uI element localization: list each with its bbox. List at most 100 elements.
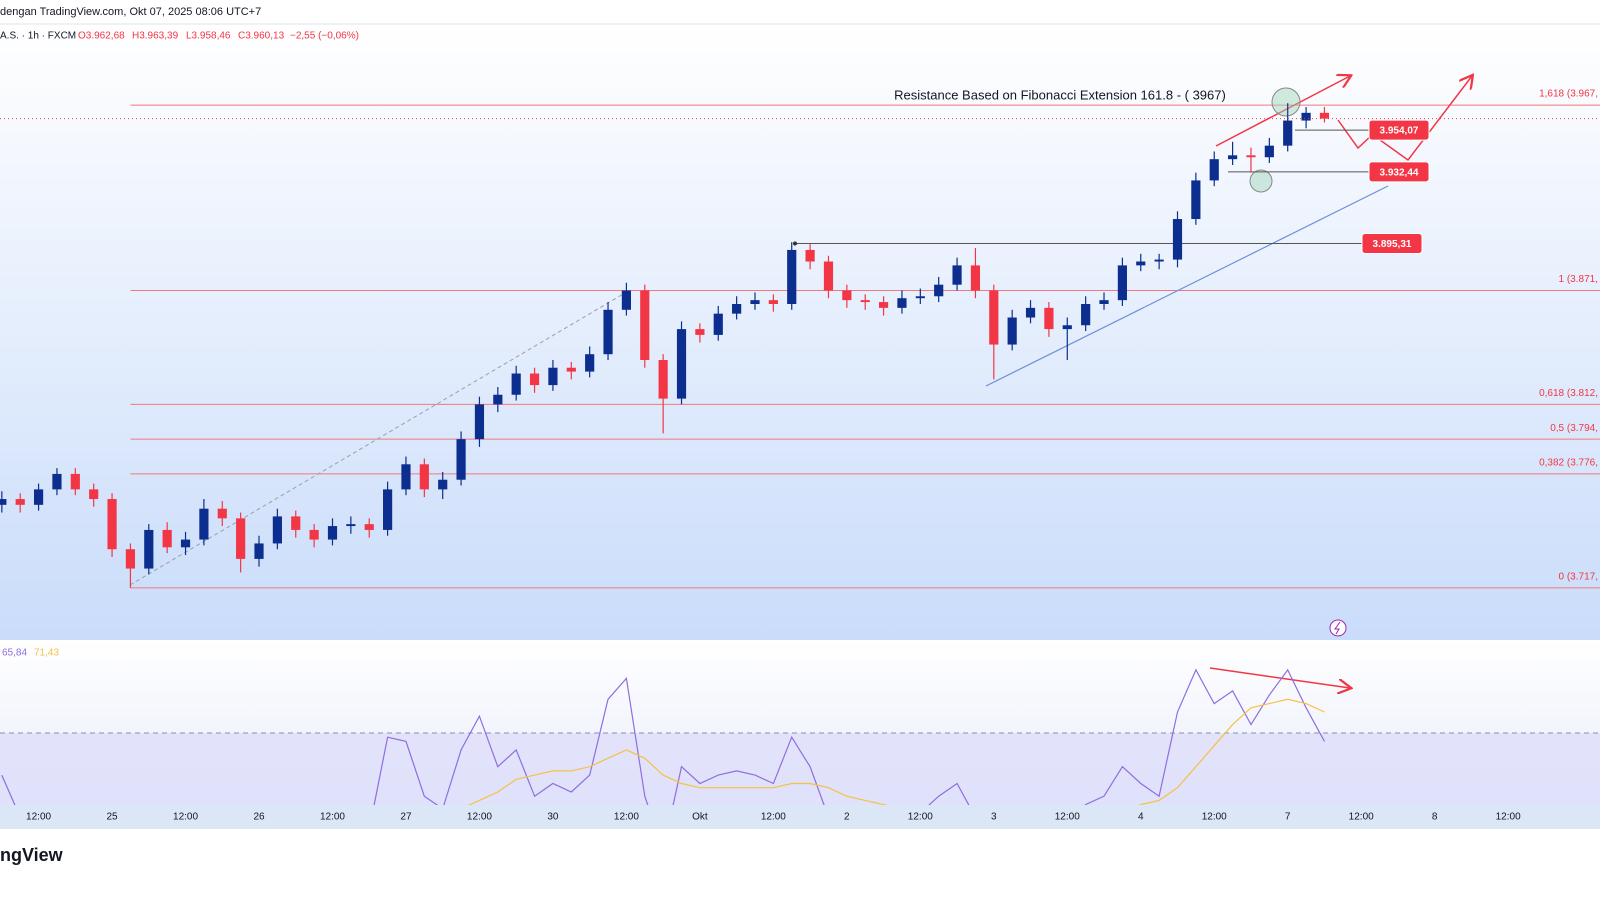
candle-body — [787, 249, 797, 304]
x-tick-label: 12:00 — [1055, 812, 1080, 823]
candle-body — [89, 489, 99, 500]
candle-body — [640, 290, 650, 360]
candle-body — [860, 300, 870, 303]
candle-body — [1062, 325, 1072, 330]
candle-body — [1044, 307, 1054, 330]
arrow — [1379, 76, 1472, 162]
candle-body — [1246, 155, 1256, 158]
candle-body — [823, 261, 834, 291]
x-tick-label: 12:00 — [761, 812, 786, 823]
main-pane — [0, 24, 1600, 640]
candle-body — [1081, 304, 1091, 326]
price-label: 3.954,07 — [1380, 126, 1419, 137]
arrow — [1337, 119, 1373, 150]
candle-body — [511, 373, 521, 395]
x-tick-label: 4 — [1138, 812, 1144, 823]
candle-body — [1172, 219, 1183, 260]
price-label-box — [1368, 161, 1430, 183]
annotation: Resistance Based on Fibonacci Extension … — [894, 87, 1226, 102]
candle-body — [419, 464, 429, 490]
x-tick-label: 12:00 — [1202, 812, 1227, 823]
price-label-box — [1361, 233, 1423, 255]
x-tick-label: 3 — [991, 812, 997, 823]
candle-body — [107, 499, 117, 550]
trend-dashed — [129, 289, 631, 586]
candle-body — [603, 309, 613, 355]
arrow — [1215, 76, 1350, 147]
fib-label: 0,618 (3.812, — [1539, 388, 1598, 399]
candle-body — [1136, 261, 1146, 266]
candle-body — [438, 479, 448, 490]
candle-body — [15, 499, 25, 505]
candle-body — [768, 300, 778, 304]
x-tick-label: 25 — [106, 812, 118, 823]
candle-body — [750, 300, 760, 304]
x-tick-label: 27 — [400, 812, 412, 823]
candle-body — [144, 529, 154, 569]
candle-body — [383, 489, 393, 530]
drawings — [129, 76, 1472, 688]
x-tick-label: 30 — [547, 812, 559, 823]
candle-body — [1264, 145, 1274, 158]
candle-body — [1228, 155, 1238, 160]
candle-body — [1319, 112, 1330, 119]
ohlc-change: −2,55 (−0,06%) — [290, 31, 359, 42]
candle-body — [878, 302, 889, 308]
candle-body — [493, 394, 503, 405]
rsi-lines — [1, 668, 1326, 805]
x-tick-label: 2 — [844, 812, 850, 823]
time-axis — [0, 805, 1600, 829]
candle-body — [180, 539, 191, 548]
candle-body — [585, 354, 595, 372]
candle-body — [1154, 259, 1164, 262]
candle-body — [934, 284, 944, 297]
candle-body — [125, 549, 136, 569]
candle-body — [805, 249, 815, 262]
candle-body — [1209, 159, 1219, 181]
candle-body — [1117, 265, 1127, 301]
candle-body — [970, 265, 981, 291]
candle-body — [456, 439, 466, 480]
x-tick-label: 7 — [1285, 812, 1291, 823]
fib-label: 1 (3.871, — [1559, 274, 1598, 285]
candle-body — [952, 265, 962, 285]
x-tick-label: 12:00 — [26, 812, 51, 823]
candle-body — [291, 516, 301, 530]
fib-label: 1,618 (3.967, — [1539, 89, 1598, 100]
candle-body — [897, 298, 907, 308]
candle-body — [915, 296, 925, 299]
candle-body — [236, 518, 246, 559]
rsi-ma-readout: 71,43 — [34, 648, 59, 659]
candle-body — [1191, 180, 1201, 220]
candle-body — [309, 529, 319, 540]
candle-body — [676, 329, 687, 399]
candle-body — [695, 329, 705, 335]
candle-body — [70, 473, 80, 490]
candle-body — [474, 404, 485, 440]
ohlc-open: O3.962,68 — [78, 31, 125, 42]
candle-body — [346, 524, 356, 527]
source-line: dengan TradingView.com, Okt 07, 2025 08:… — [0, 6, 261, 18]
price-label-box — [1368, 119, 1430, 141]
candle-body — [199, 508, 209, 540]
rsi-readout: 65,84 — [2, 648, 27, 659]
candle-body — [1283, 120, 1293, 146]
circle — [1271, 87, 1301, 117]
candle-body — [658, 360, 668, 399]
price-label: 3.932,44 — [1380, 167, 1419, 178]
candle-body — [272, 516, 282, 544]
x-tick-label: Okt — [692, 812, 708, 823]
x-tick-label: 26 — [253, 812, 265, 823]
level-anchor — [793, 241, 797, 246]
ohlc-low: L3.958,46 — [186, 31, 231, 42]
event-icon — [1334, 621, 1341, 635]
candle-body — [732, 304, 742, 314]
trend-line — [985, 185, 1389, 387]
x-tick-label: 12:00 — [908, 812, 933, 823]
candle-body — [566, 367, 576, 372]
candle-body — [1025, 307, 1036, 318]
candle-body — [33, 489, 44, 505]
rsi-line — [1, 668, 1326, 805]
candle-body — [548, 367, 558, 386]
